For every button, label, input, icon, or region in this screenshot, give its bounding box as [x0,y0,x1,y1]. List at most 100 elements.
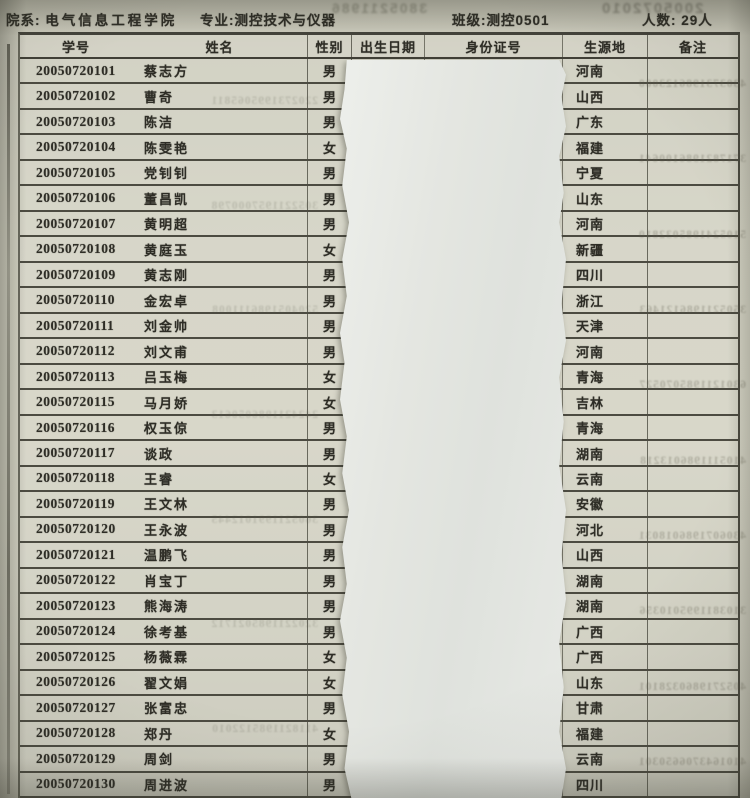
student-id-cell: 20050720123 [36,597,116,613]
student-id-cell: 20050720113 [36,368,116,384]
name-cell: 谈政 [144,446,175,462]
student-id-cell: 20050720110 [36,292,116,308]
origin-cell: 湖南 [562,594,647,618]
class-field: 班级:测控0501 [452,9,550,29]
name-cell: 徐考基 [144,624,190,640]
origin-cell: 浙江 [562,288,647,312]
note-cell [647,594,738,618]
name-cell: 刘文甫 [144,344,190,360]
student-id-cell: 20050720108 [36,241,116,257]
student-id-cell: 20050720116 [36,419,116,435]
origin-cell: 广西 [562,619,647,644]
student-id-cell: 20050720104 [36,139,116,155]
note-cell [647,517,738,542]
origin-cell: 新疆 [562,237,647,261]
note-cell [647,237,738,261]
column-header-id-number: 身份证号 [424,35,562,57]
name-cell: 金宏卓 [144,293,190,309]
origin-cell: 广西 [562,645,647,669]
note-cell [647,160,738,185]
student-id-cell: 20050720101 [36,62,116,78]
note-cell [647,747,738,771]
student-id-cell: 20050720122 [36,572,116,588]
class-label: 班级: [452,13,487,28]
name-cell: 刘金帅 [144,319,190,335]
name-cell: 曹奇 [144,89,175,105]
note-cell [647,390,738,414]
department-value: 电气信息工程学院 [45,13,178,28]
student-id-cell: 20050720124 [36,623,116,639]
department-label: 院系: [6,13,41,28]
student-id-cell: 20050720129 [36,750,116,766]
origin-cell: 广东 [562,109,647,134]
column-header-student-id: 学号 [61,39,90,55]
name-cell: 黄庭玉 [144,242,190,258]
note-cell [647,288,738,312]
name-cell: 熊海涛 [144,599,190,615]
name-cell: 郑丹 [144,726,175,742]
origin-cell: 福建 [562,721,647,746]
origin-cell: 湖南 [562,568,647,593]
origin-cell: 青海 [562,364,647,389]
student-id-cell: 20050720125 [36,648,116,664]
student-id-cell: 20050720106 [36,190,116,206]
note-cell [647,84,738,108]
student-id-cell: 20050720126 [36,674,116,690]
origin-cell: 甘肃 [562,696,647,720]
student-id-cell: 20050720105 [36,164,116,180]
note-cell [647,313,738,338]
note-cell [647,186,738,210]
student-id-cell: 20050720119 [36,495,116,511]
name-cell: 王永波 [144,522,190,538]
note-cell [647,262,738,287]
column-header-note: 备注 [647,35,738,57]
page-edge-line [7,44,10,794]
name-cell: 王睿 [144,471,175,487]
note-cell [647,339,738,363]
count-value: 29人 [681,13,713,28]
paper-cover-strip [340,60,566,798]
origin-cell: 四川 [562,772,647,797]
origin-cell: 吉林 [562,390,647,414]
student-id-cell: 20050720118 [36,470,116,486]
origin-cell: 青海 [562,415,647,440]
student-id-cell: 20050720112 [36,343,116,359]
column-header-birth-date: 出生日期 [359,39,416,55]
student-id-cell: 20050720127 [36,699,116,715]
name-cell: 黄志刚 [144,268,190,284]
student-id-cell: 20050720130 [36,776,116,792]
origin-cell: 河北 [562,517,647,542]
origin-cell: 河南 [562,211,647,236]
student-id-cell: 20050720120 [36,521,116,537]
note-cell [647,109,738,134]
note-cell [647,364,738,389]
name-cell: 黄明超 [144,217,190,233]
name-cell: 董昌凯 [144,191,190,207]
name-cell: 王文林 [144,497,190,513]
note-cell [647,645,738,669]
name-cell: 马月娇 [144,395,190,411]
note-cell [647,211,738,236]
name-cell: 翟文娟 [144,675,190,691]
origin-cell: 福建 [562,135,647,159]
origin-cell: 山西 [562,84,647,108]
name-cell: 周剑 [144,752,175,768]
name-cell: 吕玉梅 [144,370,190,386]
origin-cell: 山西 [562,543,647,567]
paper-cover-strip-surface [340,60,566,798]
origin-cell: 云南 [562,466,647,491]
column-header-name: 姓名 [205,39,234,55]
column-header-gender: 性别 [307,35,352,57]
name-cell: 权玉倞 [144,421,190,437]
major-field: 专业:测控技术与仪器 [200,9,336,29]
origin-cell: 宁夏 [562,160,647,185]
note-cell [647,415,738,440]
student-id-cell: 20050720109 [36,266,116,282]
count-label: 人数: [642,13,677,28]
class-value: 测控0501 [486,13,550,28]
note-cell [647,466,738,491]
origin-cell: 安徽 [562,492,647,516]
name-cell: 陈雯艳 [144,140,190,156]
origin-cell: 河南 [562,339,647,363]
